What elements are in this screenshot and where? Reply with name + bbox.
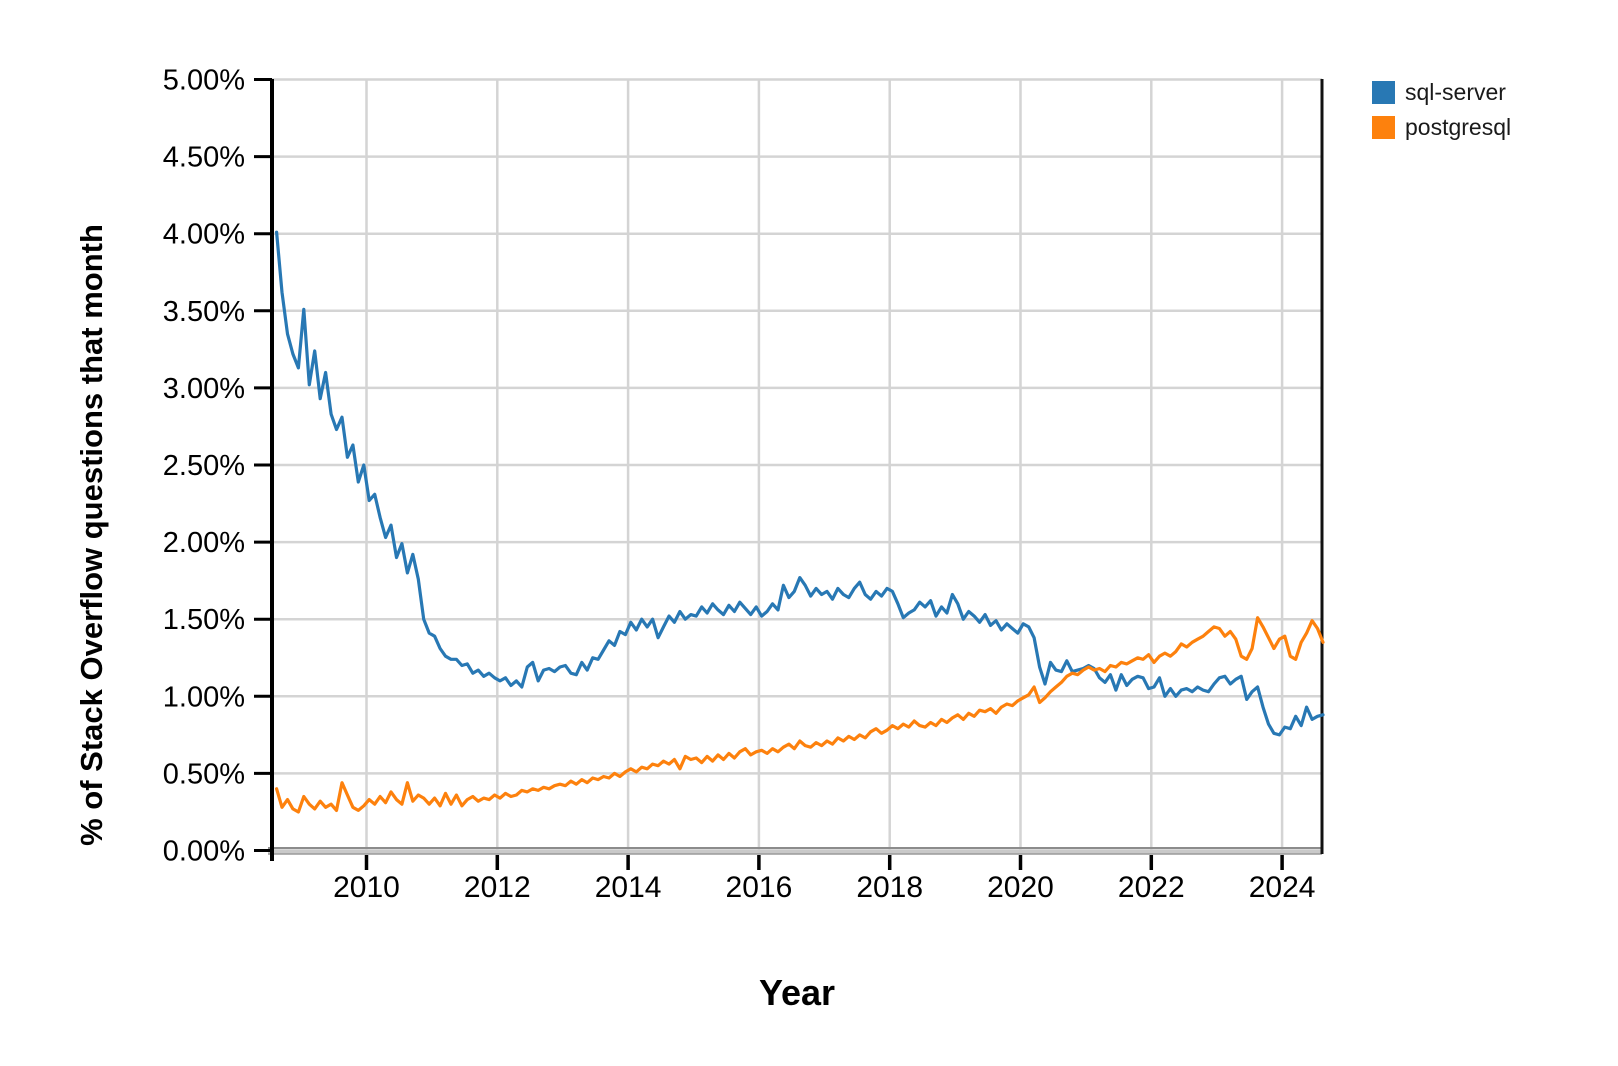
series-line-postgresql bbox=[275, 616, 1325, 814]
y-axis-title: % of Stack Overflow questions that month bbox=[74, 224, 109, 846]
sql-server-swatch-icon bbox=[1372, 81, 1395, 104]
x-tick-label: 2014 bbox=[595, 871, 662, 904]
y-tick-label: 0.00% bbox=[163, 836, 245, 868]
y-tick-label: 1.50% bbox=[163, 604, 245, 636]
x-tick-label: 2024 bbox=[1249, 871, 1316, 904]
series-line-sql-server bbox=[275, 230, 1325, 737]
x-tick-label: 2012 bbox=[464, 871, 531, 904]
y-tick-label: 5.00% bbox=[163, 65, 245, 97]
legend: sql-server postgresql bbox=[1372, 81, 1511, 139]
legend-item-sql-server[interactable]: sql-server bbox=[1372, 81, 1511, 104]
y-tick-label: 1.00% bbox=[163, 681, 245, 713]
postgresql-swatch-icon bbox=[1372, 116, 1395, 139]
y-tick-label: 3.00% bbox=[163, 373, 245, 405]
legend-label: sql-server bbox=[1405, 79, 1506, 105]
x-tick-label: 2016 bbox=[726, 871, 793, 904]
y-tick-label: 3.50% bbox=[163, 296, 245, 328]
y-tick-label: 4.50% bbox=[163, 142, 245, 174]
x-axis-title: Year bbox=[758, 972, 836, 1013]
y-tick-label: 0.50% bbox=[163, 758, 245, 790]
y-tick-label: 4.00% bbox=[163, 219, 245, 251]
y-tick-label: 2.00% bbox=[163, 527, 245, 559]
legend-label: postgresql bbox=[1405, 114, 1512, 140]
x-tick-label: 2022 bbox=[1118, 871, 1185, 904]
x-tick-label: 2018 bbox=[856, 871, 923, 904]
y-tick-label: 2.50% bbox=[163, 450, 245, 482]
x-tick-label: 2010 bbox=[333, 871, 400, 904]
x-tick-label: 2020 bbox=[987, 871, 1054, 904]
legend-item-postgresql[interactable]: postgresql bbox=[1372, 116, 1511, 139]
